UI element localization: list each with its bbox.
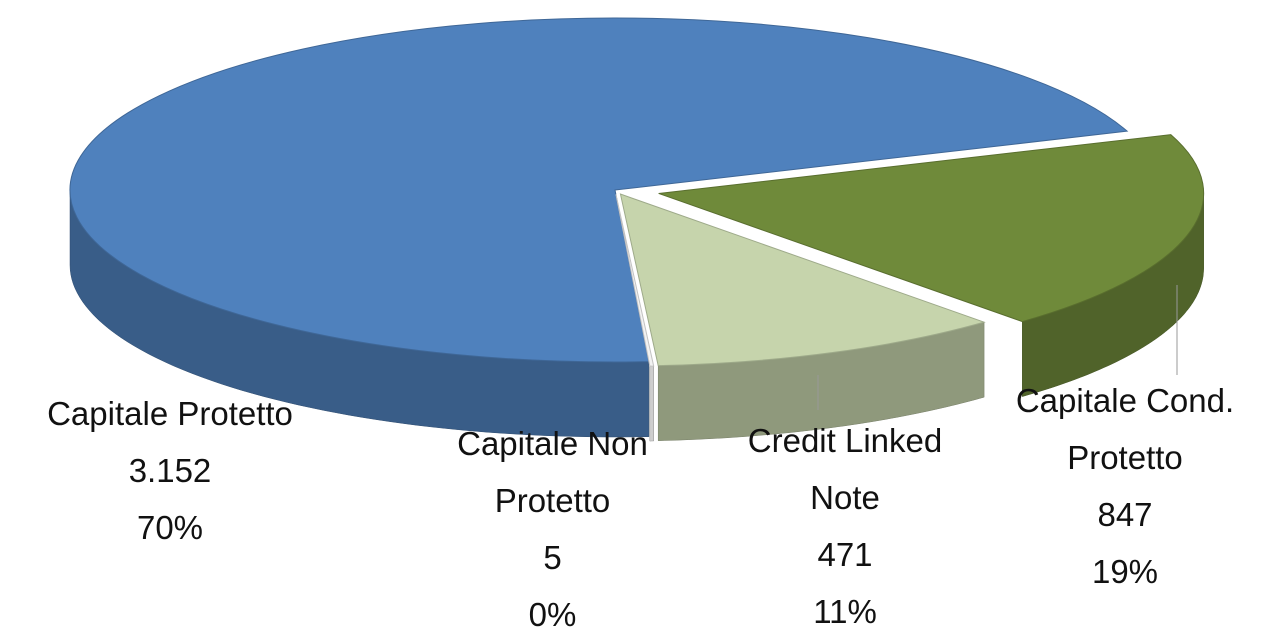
value-label: 847 (1097, 496, 1153, 533)
category-label: Capitale Non Protetto (457, 425, 648, 519)
slice (615, 194, 655, 367)
page: Capitale Protetto 3.152 70% Capitale Non… (10, 17, 1265, 633)
slice (619, 193, 986, 367)
chart (69, 17, 1205, 442)
slice-label: Capitale Cond. Protetto 847 19% (985, 372, 1265, 600)
category-label: Capitale Protetto (47, 395, 293, 432)
slice (69, 17, 1129, 363)
value-label: 5 (543, 539, 562, 576)
percent-label: 70% (136, 509, 204, 546)
category-label: Capitale Cond. Protetto (1015, 382, 1235, 476)
value-label: 471 (817, 536, 873, 573)
slice-label: Capitale Non Protetto 5 0% (440, 415, 665, 643)
value-label: 3.152 (128, 452, 212, 489)
slice-label: Credit Linked Note 471 11% (720, 412, 970, 640)
percent-label: 19% (1091, 553, 1159, 590)
category-label: Credit Linked Note (747, 422, 943, 516)
percent-label: 11% (813, 593, 877, 630)
percent-label: 0% (528, 596, 577, 633)
slice (658, 134, 1205, 323)
slice-label: Capitale Protetto 3.152 70% (10, 385, 330, 556)
